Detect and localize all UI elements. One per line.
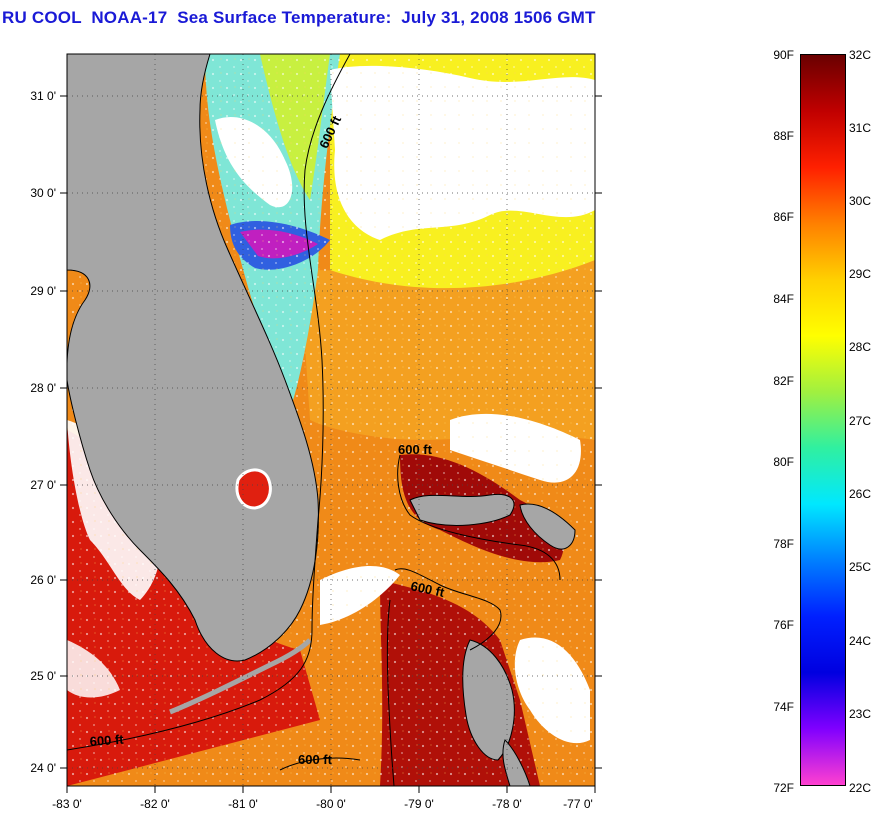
colorbar-c-30: 30C	[849, 194, 872, 208]
colorbar-c-26: 26C	[849, 487, 872, 501]
lon-label-80: -80 0'	[316, 797, 346, 811]
isobath-600ft-florida	[67, 54, 351, 751]
lat-label-29: 29 0'	[30, 284, 56, 298]
andros-island	[462, 639, 515, 761]
lon-label-81: -81 0'	[228, 797, 258, 811]
lon-label-78: -78 0'	[492, 797, 522, 811]
lat-label-24: 24 0'	[30, 761, 56, 775]
colorbar-c-23: 23C	[849, 707, 872, 721]
lat-label-31: 31 0'	[30, 89, 56, 103]
colorbar-c-29: 29C	[849, 267, 872, 281]
colorbar-f-90: 90F	[773, 48, 794, 62]
florida-keys	[169, 638, 312, 715]
colorbar-f-78: 78F	[773, 537, 794, 551]
lat-label-28: 28 0'	[30, 381, 56, 395]
colorbar-f-80: 80F	[773, 455, 794, 469]
contour-label-southwest: 600 ft	[89, 732, 125, 749]
isobath-600ft-strait	[394, 568, 502, 651]
colorbar-c-22: 22C	[849, 781, 872, 795]
colorbar-f-86: 86F	[773, 210, 794, 224]
axis-ticks	[60, 95, 602, 793]
colorbar-c-28: 28C	[849, 340, 872, 354]
isobath-600ft-cay-sal	[386, 599, 395, 786]
colorbar-f-76: 76F	[773, 618, 794, 632]
contour-label-strait: 600 ft	[409, 578, 446, 600]
lake-okeechobee	[235, 468, 272, 510]
isobath-600ft-south	[279, 757, 361, 771]
lat-label-25: 25 0'	[30, 669, 56, 683]
grand-bahama-island	[409, 493, 515, 526]
lat-label-30: 30 0'	[30, 186, 56, 200]
abaco-island	[519, 503, 576, 550]
lon-label-79: -79 0'	[404, 797, 434, 811]
temperature-colorbar	[800, 54, 846, 786]
lon-label-82: -82 0'	[140, 797, 170, 811]
colorbar-c-27: 27C	[849, 414, 872, 428]
colorbar-f-82: 82F	[773, 374, 794, 388]
contour-label-south: 600 ft	[298, 752, 333, 767]
colorbar-c-24: 24C	[849, 634, 872, 648]
colorbar-c-31: 31C	[849, 121, 872, 135]
colorbar-c-32: 32C	[849, 48, 872, 62]
lat-label-27: 27 0'	[30, 478, 56, 492]
colorbar-f-84: 84F	[773, 292, 794, 306]
colorbar-c-25: 25C	[849, 560, 872, 574]
lon-label-83: -83 0'	[52, 797, 82, 811]
colorbar-f-74: 74F	[773, 700, 794, 714]
colorbar-f-88: 88F	[773, 129, 794, 143]
isobath-600ft-bahamas	[397, 454, 561, 581]
colorbar-f-72: 72F	[773, 781, 794, 795]
lat-label-26: 26 0'	[30, 573, 56, 587]
map-title: RU COOL NOAA-17 Sea Surface Temperature:…	[2, 8, 596, 27]
south-andros-island	[502, 739, 531, 786]
contour-label-bahamas: 600 ft	[398, 442, 433, 457]
lon-label-77: -77 0'	[563, 797, 593, 811]
lon-gridlines	[67, 54, 595, 786]
